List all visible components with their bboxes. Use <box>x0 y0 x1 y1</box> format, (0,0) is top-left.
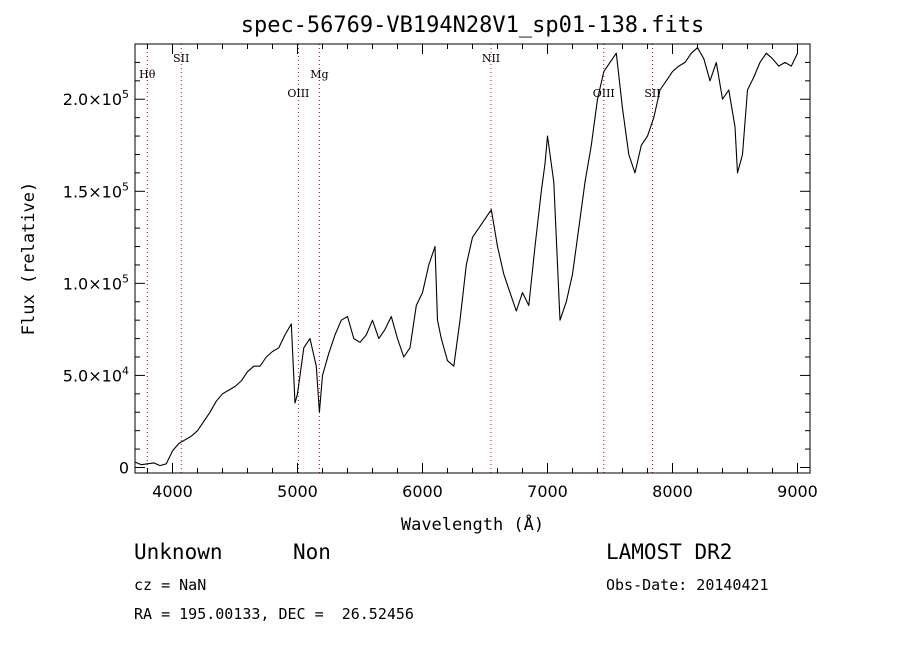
line-label: Hθ <box>139 68 156 81</box>
line-label: SII <box>173 52 189 65</box>
line-label: OIII <box>287 87 309 100</box>
obs-date-text: Obs-Date: 20140421 <box>606 576 769 594</box>
chart-title: spec-56769-VB194N28V1_sp01-138.fits <box>241 13 705 38</box>
x-tick-label: 6000 <box>402 482 443 501</box>
x-axis-label: Wavelength (Å) <box>401 513 544 535</box>
ra-dec-text: RA = 195.00133, DEC = 26.52456 <box>134 605 414 623</box>
spectrum-series <box>134 47 798 467</box>
line-label: Mg <box>310 68 328 81</box>
y-axis-label: Flux (relative) <box>19 182 39 336</box>
subclass-label: Non <box>293 540 331 564</box>
y-tick-label: 1.0×105 <box>63 272 129 293</box>
x-tick-label: 7000 <box>527 482 568 501</box>
line-label: SII <box>644 87 660 100</box>
y-tick-label: 1.5×105 <box>63 180 129 201</box>
y-tick-label: 0 <box>119 458 129 477</box>
line-label: NII <box>482 52 500 65</box>
line-label: OIII <box>593 87 615 100</box>
y-tick-label: 2.0×105 <box>63 88 129 109</box>
plot-frame <box>134 43 811 474</box>
x-tick-label: 4000 <box>152 482 193 501</box>
x-tick-label: 8000 <box>652 482 693 501</box>
survey-label: LAMOST DR2 <box>606 540 733 564</box>
redshift-text: cz = NaN <box>134 576 207 594</box>
y-tick-label: 5.0×104 <box>63 364 129 385</box>
x-tick-label: 9000 <box>777 482 818 501</box>
x-tick-label: 5000 <box>277 482 318 501</box>
class-label: Unknown <box>134 540 223 564</box>
